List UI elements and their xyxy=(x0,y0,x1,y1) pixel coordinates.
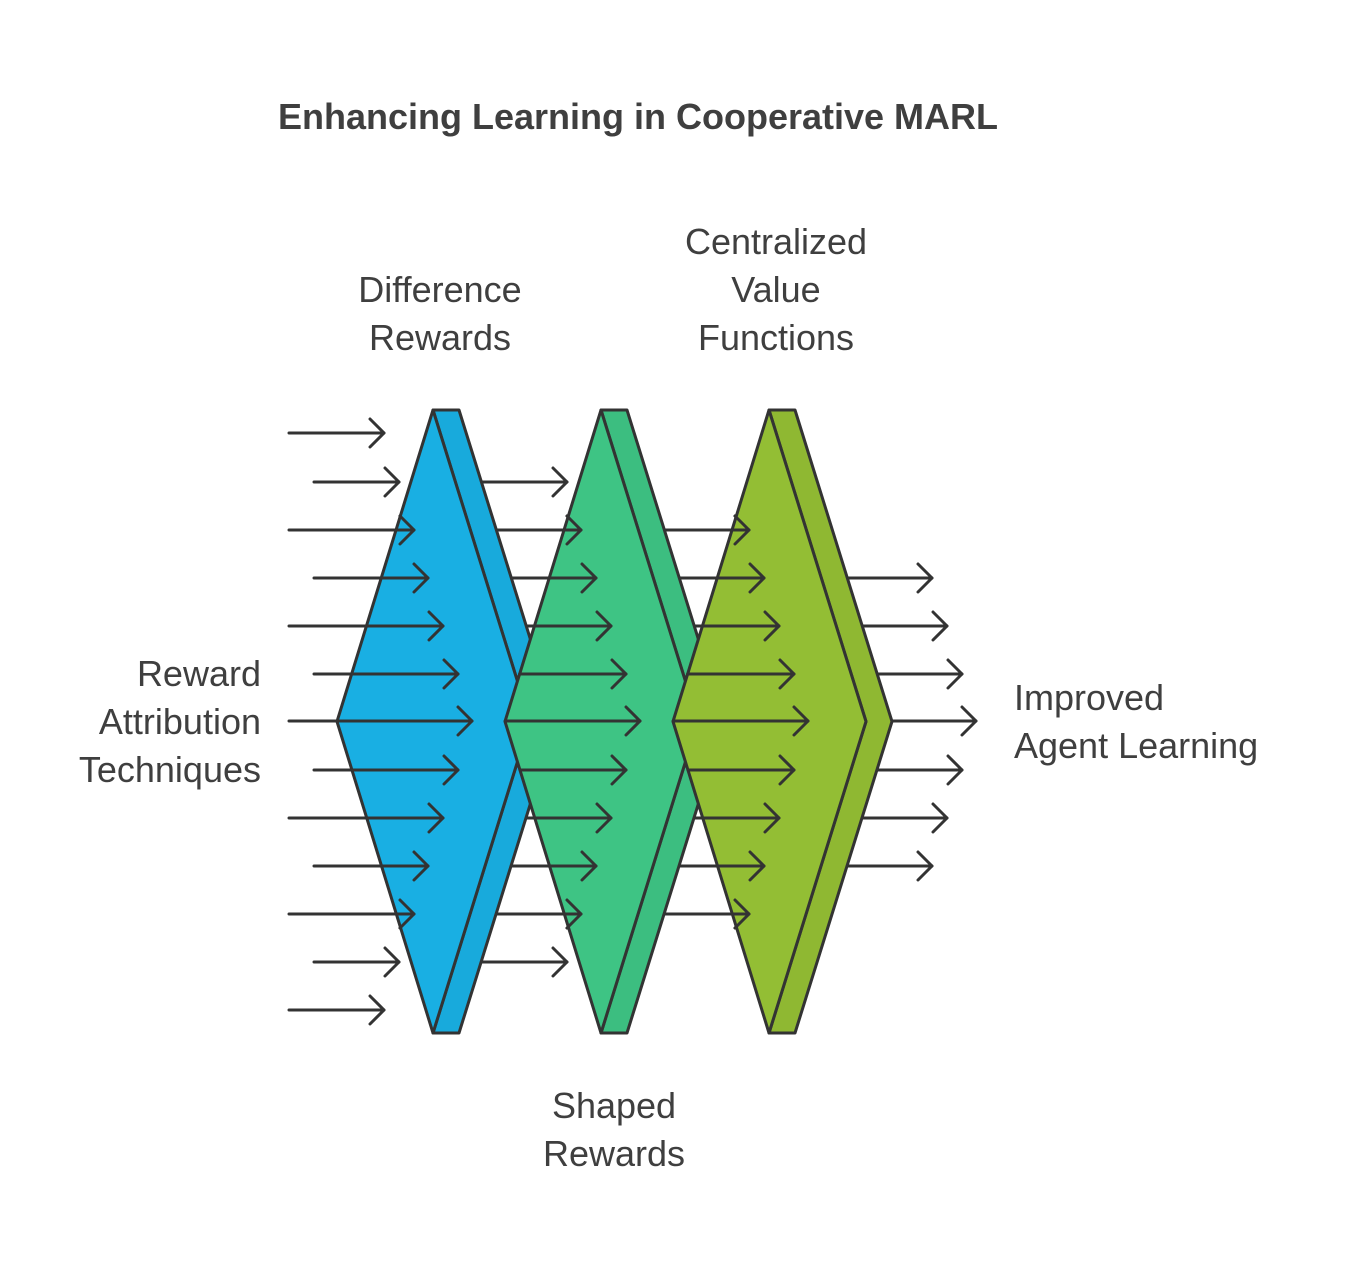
arrow-head xyxy=(456,705,474,737)
arrow-head xyxy=(931,802,949,834)
arrow-head xyxy=(412,850,430,882)
arrow-head xyxy=(368,417,386,449)
diagram-title: Enhancing Learning in Cooperative MARL xyxy=(277,96,999,137)
arrow-head xyxy=(383,466,401,498)
input-arrow xyxy=(312,946,401,978)
overlay-arrows xyxy=(335,514,810,930)
stage-label-line: Rewards xyxy=(542,1133,686,1174)
arrow-head xyxy=(398,514,416,546)
arrow-head xyxy=(412,562,430,594)
arrow-head xyxy=(565,898,583,930)
input-label-line: Reward xyxy=(136,653,261,694)
arrow-head xyxy=(946,658,964,690)
stage-label-centralized-value-functions: Centralized Value Functions xyxy=(676,218,876,362)
arrow-head xyxy=(551,946,569,978)
stage-label-difference-rewards: Difference Rewards xyxy=(340,266,540,362)
arrow-head xyxy=(610,754,628,786)
stage-label-line: Value xyxy=(731,269,821,310)
output-label-line: Agent Learning xyxy=(1014,725,1259,766)
arrow-head xyxy=(551,466,569,498)
input-arrow xyxy=(312,466,401,498)
arrow-head xyxy=(595,802,613,834)
stage-label-line: Shaped xyxy=(551,1085,677,1126)
arrow-head xyxy=(624,705,642,737)
arrow-head xyxy=(916,562,934,594)
stage-label-line: Difference xyxy=(358,269,522,310)
stage-arrow xyxy=(468,466,569,498)
arrow-head xyxy=(792,705,810,737)
arrow-head xyxy=(427,802,445,834)
output-label-line: Improved xyxy=(1014,677,1165,718)
input-arrow xyxy=(287,994,386,1026)
input-label: Reward Attribution Techniques xyxy=(79,650,261,794)
arrow-head xyxy=(398,898,416,930)
arrow-head xyxy=(733,898,751,930)
input-label-line: Techniques xyxy=(78,749,261,790)
stage-label-shaped-rewards: Shaped Rewards xyxy=(514,1082,714,1178)
arrow-head xyxy=(778,754,796,786)
arrow-head xyxy=(442,754,460,786)
arrow-head xyxy=(763,610,781,642)
arrow-head xyxy=(565,514,583,546)
arrow-head xyxy=(946,754,964,786)
arrow-head xyxy=(427,610,445,642)
stage-label-line: Rewards xyxy=(368,317,512,358)
arrow-head xyxy=(778,658,796,690)
arrow-head xyxy=(442,658,460,690)
input-label-line: Attribution xyxy=(98,701,261,742)
arrow-head xyxy=(580,850,598,882)
arrow-head xyxy=(931,610,949,642)
arrow-head xyxy=(610,658,628,690)
arrow-head xyxy=(383,946,401,978)
input-arrow xyxy=(287,417,386,449)
arrow-head xyxy=(748,850,766,882)
arrow-head xyxy=(748,562,766,594)
arrow-head xyxy=(595,610,613,642)
arrow-head xyxy=(916,850,934,882)
arrow-head xyxy=(763,802,781,834)
arrow-head xyxy=(368,994,386,1026)
output-label: Improved Agent Learning xyxy=(1014,674,1258,770)
stage-label-line: Centralized xyxy=(684,221,868,262)
stage-arrow xyxy=(468,946,569,978)
arrow-head xyxy=(580,562,598,594)
stage-label-line: Functions xyxy=(697,317,855,358)
arrow-head xyxy=(733,514,751,546)
arrow-head xyxy=(960,705,978,737)
